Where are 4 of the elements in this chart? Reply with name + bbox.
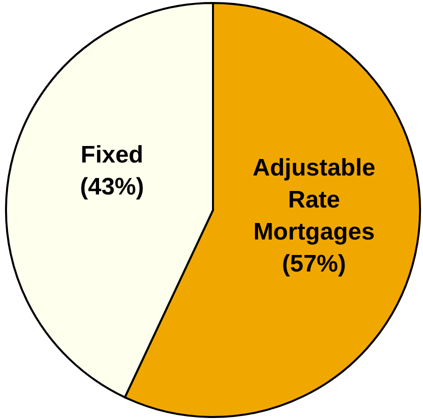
data-label: (43%) (80, 174, 144, 201)
data-label: (57%) (282, 250, 346, 278)
slice-label: Fixed (80, 142, 144, 169)
slice-label: Adjustable Rate Mortgages (252, 154, 376, 246)
